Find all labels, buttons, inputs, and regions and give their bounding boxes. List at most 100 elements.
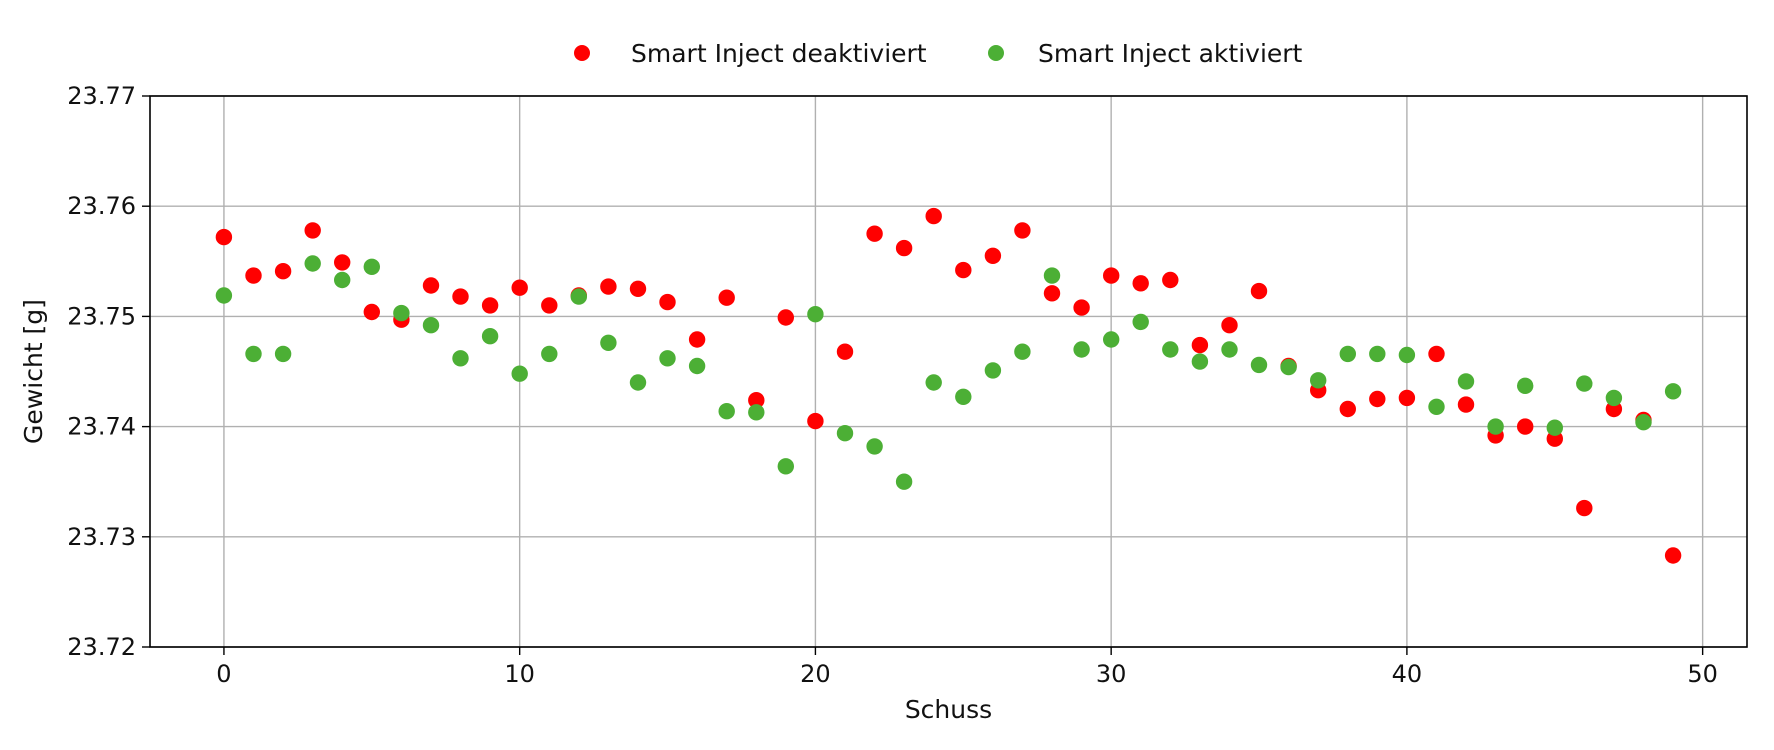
data-point xyxy=(1398,346,1416,364)
data-point xyxy=(1517,418,1534,435)
data-point xyxy=(1014,343,1031,360)
x-tick-label: 10 xyxy=(504,660,535,688)
data-point xyxy=(1073,341,1090,358)
data-point xyxy=(955,261,972,279)
data-point xyxy=(807,306,824,323)
data-point xyxy=(925,374,942,391)
grid-lines xyxy=(150,95,1747,648)
data-point xyxy=(688,331,706,348)
data-point xyxy=(718,289,735,306)
data-point xyxy=(245,267,262,284)
axis-ticks: 0 10 20 30 40 50 23.72 23.73 23.74 23.75 23.76 23.7… xyxy=(67,82,1718,688)
y-tick-label: 23.72 xyxy=(67,633,136,661)
data-point xyxy=(1280,358,1297,376)
data-point xyxy=(1221,317,1238,334)
y-tick-label: 23.73 xyxy=(67,523,136,551)
data-point xyxy=(511,365,528,382)
data-point xyxy=(1191,353,1209,370)
data-point xyxy=(1103,331,1120,348)
data-point xyxy=(1132,313,1149,331)
x-tick-label: 50 xyxy=(1687,660,1718,688)
data-point xyxy=(1043,285,1061,302)
data-point xyxy=(1339,400,1357,418)
x-tick-label: 30 xyxy=(1096,660,1127,688)
data-point xyxy=(600,334,617,351)
legend: Smart Inject deaktiviert Smart Inject ak… xyxy=(574,39,1303,68)
x-axis-label: Schuss xyxy=(905,695,992,724)
data-point xyxy=(836,425,854,442)
data-point xyxy=(1221,341,1238,358)
data-point xyxy=(1517,377,1534,394)
data-point xyxy=(1339,345,1357,363)
data-point xyxy=(1664,547,1682,564)
data-point xyxy=(570,288,587,305)
data-point xyxy=(836,343,854,360)
data-point xyxy=(245,345,262,363)
legend-label-deaktiviert: Smart Inject deaktiviert xyxy=(631,39,927,68)
data-point xyxy=(1250,356,1268,374)
data-point xyxy=(1043,267,1061,284)
data-point xyxy=(274,263,292,280)
data-point xyxy=(393,304,410,322)
series-aktiviert xyxy=(215,255,1682,490)
legend-marker-aktiviert xyxy=(988,45,1004,61)
data-point xyxy=(1014,222,1031,239)
data-point xyxy=(422,317,440,334)
data-point xyxy=(1487,418,1504,435)
data-point xyxy=(1398,389,1416,407)
data-point xyxy=(1635,414,1652,431)
data-point xyxy=(866,225,883,242)
data-point xyxy=(659,350,676,367)
data-point xyxy=(541,297,558,314)
data-point xyxy=(1664,383,1682,400)
data-point xyxy=(452,350,469,367)
data-point xyxy=(1073,299,1090,316)
data-point xyxy=(1369,345,1386,363)
data-point xyxy=(304,255,321,272)
data-point xyxy=(955,388,972,405)
data-point xyxy=(748,404,765,421)
data-point xyxy=(629,280,647,297)
data-point xyxy=(1457,396,1475,413)
data-point xyxy=(1162,271,1179,289)
data-point xyxy=(984,247,1002,264)
data-point xyxy=(481,297,499,314)
data-point xyxy=(1428,398,1445,415)
data-point xyxy=(215,228,233,246)
data-point xyxy=(1605,389,1623,407)
data-point xyxy=(777,458,794,475)
data-point xyxy=(925,207,942,225)
x-tick-label: 40 xyxy=(1392,660,1423,688)
data-point xyxy=(1576,499,1593,517)
legend-label-aktiviert: Smart Inject aktiviert xyxy=(1038,39,1303,68)
y-tick-label: 23.77 xyxy=(67,82,136,110)
data-point xyxy=(718,403,735,420)
data-point xyxy=(1103,267,1120,284)
data-point xyxy=(629,374,647,391)
data-point xyxy=(481,328,499,345)
data-point xyxy=(984,362,1002,379)
data-point xyxy=(334,254,351,271)
data-point xyxy=(748,392,765,409)
plot-frame xyxy=(149,95,1748,648)
y-tick-label: 23.75 xyxy=(67,302,136,330)
data-point xyxy=(1369,390,1386,408)
y-axis-label: Gewicht [g] xyxy=(19,299,48,444)
data-point xyxy=(1546,419,1564,436)
data-point xyxy=(866,438,883,455)
y-tick-label: 23.74 xyxy=(67,413,136,441)
data-point xyxy=(895,473,913,490)
x-tick-label: 20 xyxy=(800,660,831,688)
data-point xyxy=(422,277,440,294)
data-point xyxy=(1250,282,1268,300)
data-point xyxy=(1457,373,1475,390)
data-point xyxy=(274,345,292,363)
data-point xyxy=(1428,345,1445,363)
data-point xyxy=(363,303,380,321)
data-point xyxy=(541,345,558,363)
data-point xyxy=(1576,375,1593,392)
data-point xyxy=(215,287,233,304)
data-point xyxy=(452,288,469,305)
legend-marker-deaktiviert xyxy=(574,45,590,61)
